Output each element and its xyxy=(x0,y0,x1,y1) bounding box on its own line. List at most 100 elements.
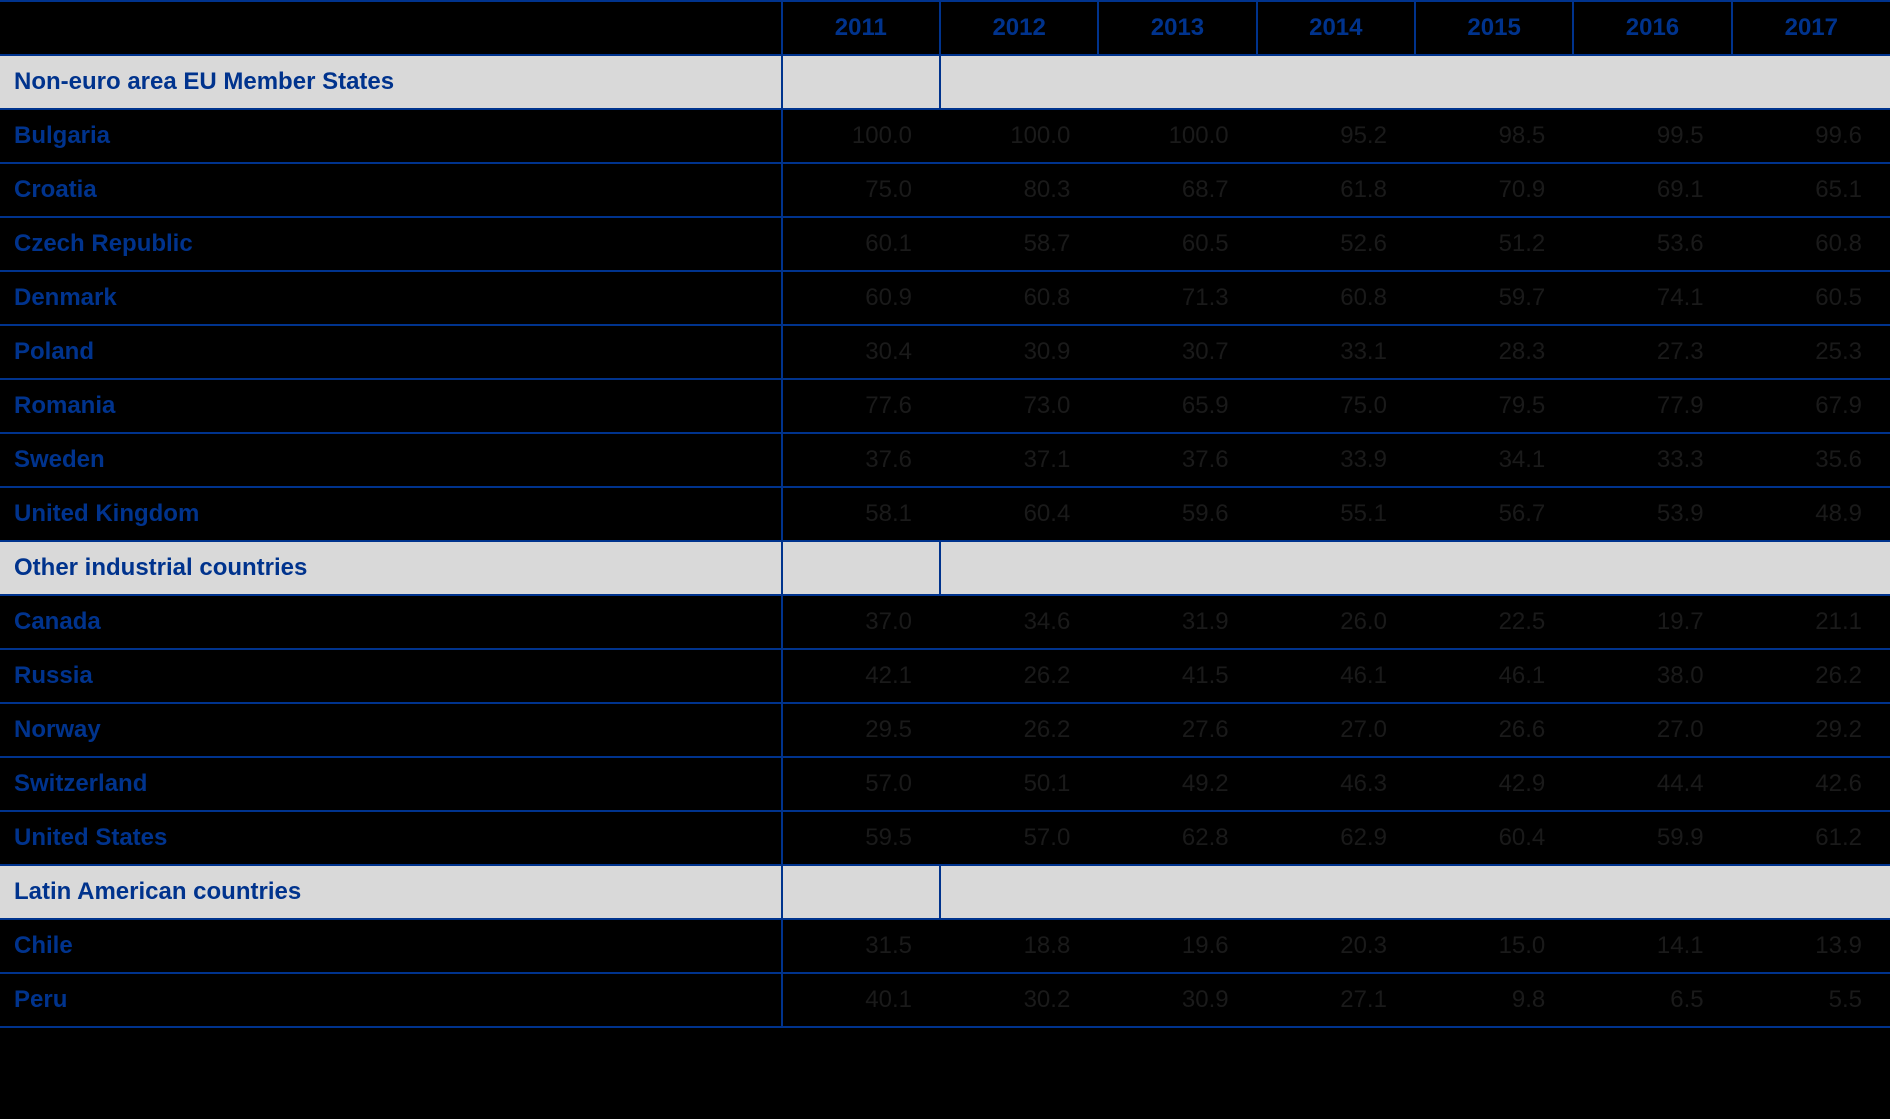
value-cell: 26.0 xyxy=(1257,595,1415,649)
section-blank xyxy=(940,541,1890,595)
value-cell: 77.9 xyxy=(1573,379,1731,433)
value-cell: 9.8 xyxy=(1415,973,1573,1027)
table-row: Poland30.430.930.733.128.327.325.3 xyxy=(0,325,1890,379)
section-title: Latin American countries xyxy=(0,865,782,919)
value-cell: 18.8 xyxy=(940,919,1098,973)
section-title: Non-euro area EU Member States xyxy=(0,55,782,109)
section-blank xyxy=(940,865,1890,919)
table-row: Denmark60.960.871.360.859.774.160.5 xyxy=(0,271,1890,325)
header-year: 2017 xyxy=(1732,1,1890,55)
country-name: Bulgaria xyxy=(0,109,782,163)
value-cell: 60.4 xyxy=(940,487,1098,541)
header-year: 2014 xyxy=(1257,1,1415,55)
value-cell: 31.9 xyxy=(1098,595,1256,649)
value-cell: 33.1 xyxy=(1257,325,1415,379)
value-cell: 69.1 xyxy=(1573,163,1731,217)
value-cell: 37.0 xyxy=(782,595,940,649)
value-cell: 42.9 xyxy=(1415,757,1573,811)
value-cell: 37.1 xyxy=(940,433,1098,487)
header-year: 2016 xyxy=(1573,1,1731,55)
value-cell: 46.3 xyxy=(1257,757,1415,811)
value-cell: 33.9 xyxy=(1257,433,1415,487)
value-cell: 19.7 xyxy=(1573,595,1731,649)
value-cell: 75.0 xyxy=(1257,379,1415,433)
value-cell: 26.2 xyxy=(1732,649,1890,703)
value-cell: 80.3 xyxy=(940,163,1098,217)
country-name: United Kingdom xyxy=(0,487,782,541)
value-cell: 13.9 xyxy=(1732,919,1890,973)
value-cell: 34.6 xyxy=(940,595,1098,649)
value-cell: 33.3 xyxy=(1573,433,1731,487)
table-row: Peru40.130.230.927.19.86.55.5 xyxy=(0,973,1890,1027)
value-cell: 27.0 xyxy=(1257,703,1415,757)
value-cell: 60.8 xyxy=(1257,271,1415,325)
value-cell: 79.5 xyxy=(1415,379,1573,433)
value-cell: 27.0 xyxy=(1573,703,1731,757)
country-name: Poland xyxy=(0,325,782,379)
table-row: Czech Republic60.158.760.552.651.253.660… xyxy=(0,217,1890,271)
table-row: Bulgaria100.0100.0100.095.298.599.599.6 xyxy=(0,109,1890,163)
table-row: Russia42.126.241.546.146.138.026.2 xyxy=(0,649,1890,703)
value-cell: 57.0 xyxy=(782,757,940,811)
value-cell: 19.6 xyxy=(1098,919,1256,973)
value-cell: 71.3 xyxy=(1098,271,1256,325)
table-row: Croatia75.080.368.761.870.969.165.1 xyxy=(0,163,1890,217)
country-name: Croatia xyxy=(0,163,782,217)
section-header-row: Other industrial countries xyxy=(0,541,1890,595)
value-cell: 26.2 xyxy=(940,649,1098,703)
table-header-row: 2011 2012 2013 2014 2015 2016 2017 xyxy=(0,1,1890,55)
value-cell: 35.6 xyxy=(1732,433,1890,487)
value-cell: 30.9 xyxy=(940,325,1098,379)
value-cell: 44.4 xyxy=(1573,757,1731,811)
value-cell: 29.5 xyxy=(782,703,940,757)
country-name: Sweden xyxy=(0,433,782,487)
value-cell: 26.6 xyxy=(1415,703,1573,757)
value-cell: 56.7 xyxy=(1415,487,1573,541)
header-year: 2013 xyxy=(1098,1,1256,55)
value-cell: 95.2 xyxy=(1257,109,1415,163)
header-year: 2011 xyxy=(782,1,940,55)
value-cell: 42.6 xyxy=(1732,757,1890,811)
value-cell: 59.9 xyxy=(1573,811,1731,865)
value-cell: 15.0 xyxy=(1415,919,1573,973)
table-row: Sweden37.637.137.633.934.133.335.6 xyxy=(0,433,1890,487)
value-cell: 60.4 xyxy=(1415,811,1573,865)
value-cell: 48.9 xyxy=(1732,487,1890,541)
value-cell: 65.9 xyxy=(1098,379,1256,433)
table-row: Chile31.518.819.620.315.014.113.9 xyxy=(0,919,1890,973)
value-cell: 50.1 xyxy=(940,757,1098,811)
value-cell: 99.5 xyxy=(1573,109,1731,163)
value-cell: 20.3 xyxy=(1257,919,1415,973)
table-row: United States59.557.062.862.960.459.961.… xyxy=(0,811,1890,865)
value-cell: 61.2 xyxy=(1732,811,1890,865)
country-name: Romania xyxy=(0,379,782,433)
value-cell: 42.1 xyxy=(782,649,940,703)
value-cell: 34.1 xyxy=(1415,433,1573,487)
value-cell: 59.6 xyxy=(1098,487,1256,541)
value-cell: 100.0 xyxy=(1098,109,1256,163)
value-cell: 51.2 xyxy=(1415,217,1573,271)
value-cell: 74.1 xyxy=(1573,271,1731,325)
table-row: United Kingdom58.160.459.655.156.753.948… xyxy=(0,487,1890,541)
value-cell: 6.5 xyxy=(1573,973,1731,1027)
value-cell: 60.1 xyxy=(782,217,940,271)
value-cell: 55.1 xyxy=(1257,487,1415,541)
country-name: Canada xyxy=(0,595,782,649)
value-cell: 68.7 xyxy=(1098,163,1256,217)
header-blank xyxy=(0,1,782,55)
value-cell: 27.3 xyxy=(1573,325,1731,379)
value-cell: 73.0 xyxy=(940,379,1098,433)
value-cell: 46.1 xyxy=(1415,649,1573,703)
value-cell: 26.2 xyxy=(940,703,1098,757)
value-cell: 60.5 xyxy=(1098,217,1256,271)
value-cell: 61.8 xyxy=(1257,163,1415,217)
value-cell: 60.8 xyxy=(1732,217,1890,271)
value-cell: 100.0 xyxy=(940,109,1098,163)
value-cell: 41.5 xyxy=(1098,649,1256,703)
value-cell: 57.0 xyxy=(940,811,1098,865)
country-name: Norway xyxy=(0,703,782,757)
value-cell: 49.2 xyxy=(1098,757,1256,811)
value-cell: 46.1 xyxy=(1257,649,1415,703)
value-cell: 22.5 xyxy=(1415,595,1573,649)
country-name: Peru xyxy=(0,973,782,1027)
